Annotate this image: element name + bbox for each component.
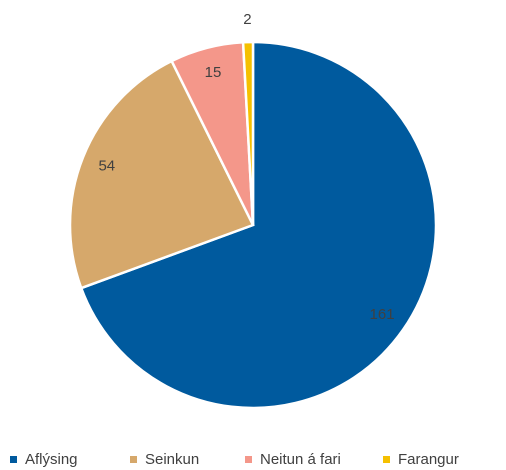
data-label: 161	[370, 306, 395, 323]
pie-slice	[241, 40, 255, 226]
legend-swatch	[245, 456, 252, 463]
pie-slice	[79, 40, 438, 410]
legend-label: Neitun á fari	[260, 451, 341, 468]
legend-swatch	[130, 456, 137, 463]
legend-swatch	[10, 456, 17, 463]
data-label: 54	[98, 158, 115, 175]
data-label: 15	[205, 64, 222, 81]
legend-label: Seinkun	[145, 451, 199, 468]
pie-slice	[68, 59, 255, 290]
legend-label: Aflýsing	[25, 451, 78, 468]
data-label: 2	[243, 11, 251, 28]
legend-swatch	[383, 456, 390, 463]
legend-label: Farangur	[398, 451, 459, 468]
